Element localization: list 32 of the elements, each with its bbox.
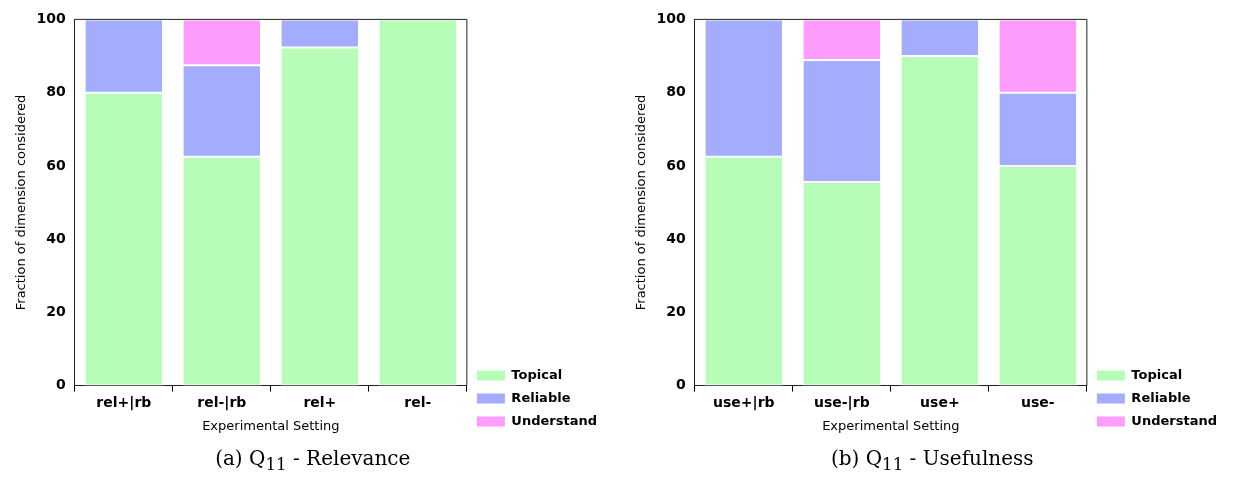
x-tick-label: use+ [919,393,960,410]
y-tick-label: 100 [36,10,67,27]
y-tick-label: 60 [46,156,67,173]
y-tick-label: 100 [656,10,686,27]
y-tick-label: 40 [46,229,67,246]
text: (b) Q$_{11}$ - Usefulness [830,446,1034,474]
legend-label: Understand [511,412,598,428]
legend-label: Understand [1131,412,1217,428]
x-axis-title: Experimental Setting [821,417,960,433]
y-tick-label: 80 [46,83,67,100]
y-axis-title: Fraction of dimension considered [632,94,648,311]
y-axis-title: Fraction of dimension considered [13,94,29,311]
legend-label: Topical [1131,366,1182,382]
y-tick-label: 0 [675,376,686,393]
y-tick-label: 20 [46,303,67,319]
y-tick-label: 0 [56,376,67,393]
x-tick-label: use- [1020,393,1055,410]
y-tick-label: 80 [666,83,686,100]
x-tick-label: rel- [404,393,432,410]
y-tick-label: 60 [666,156,686,173]
y-tick-label: 40 [666,229,686,246]
x-tick-label: rel-|rb [197,393,247,411]
x-tick-label: rel+ [303,393,337,410]
legend-label: Topical [511,366,563,382]
x-tick-label: use+|rb [712,393,775,411]
text: (a) Q$_{11}$ - Relevance [215,446,411,474]
x-tick-label: use-|rb [813,393,870,411]
y-tick-label: 20 [666,303,686,319]
x-axis-title: Experimental Setting [202,417,340,433]
legend-label: Reliable [1131,389,1191,405]
x-tick-label: rel+|rb [96,393,152,411]
legend-label: Reliable [511,389,571,405]
